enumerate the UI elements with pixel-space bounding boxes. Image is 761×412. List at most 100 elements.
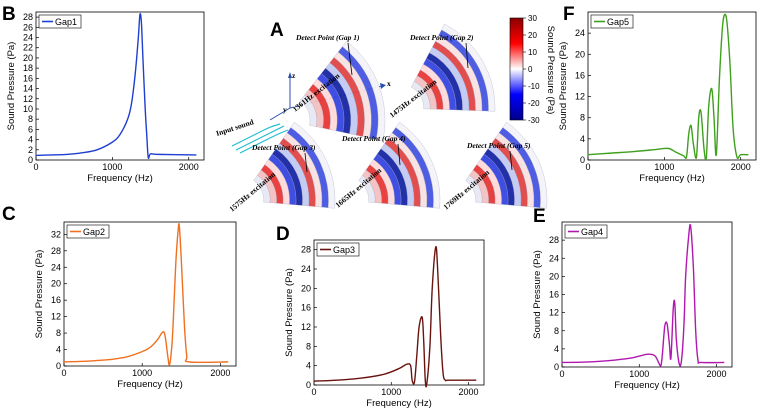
- colorbar-tick-label: 20: [528, 31, 537, 40]
- cone-gap4: [358, 121, 441, 209]
- x-axis-label: Frequency (Hz): [117, 379, 182, 390]
- colorbar-label: Sound Pressure (Pa): [545, 26, 556, 115]
- x-tick-label: 2000: [210, 368, 230, 378]
- cone-gap5: [465, 121, 548, 209]
- panel-letter-E: E: [533, 206, 546, 227]
- y-tick-label: 24: [23, 33, 33, 43]
- cone-gap1: [300, 40, 386, 141]
- y-tick-label: 26: [23, 22, 33, 32]
- x-tick-label: 1000: [132, 368, 152, 378]
- axis-z-label: z: [292, 71, 296, 80]
- y-axis-label: Sound Pressure (Pa): [532, 250, 543, 339]
- acoustic-cones: [253, 23, 548, 209]
- input-sound-label: Input sound: [215, 117, 256, 138]
- chart-D: 0 1000 2000 0 4 8 12 16 20 24 28 Frequency (Hz) Soun…: [284, 239, 485, 409]
- y-tick-label: 24: [51, 262, 61, 272]
- x-tick-label: 0: [311, 387, 316, 397]
- y-tick-label: 28: [301, 245, 311, 255]
- panel-letter-D: D: [276, 224, 290, 245]
- y-tick-label: 8: [554, 326, 559, 336]
- series-line-Gap1: [35, 12, 197, 160]
- colorbar-tick-label: 10: [528, 48, 537, 57]
- y-tick-label: 28: [549, 235, 559, 245]
- legend-box: [66, 224, 110, 239]
- series-line-Gap5: [587, 13, 749, 161]
- legend-box: [38, 14, 82, 29]
- y-tick-label: 4: [56, 345, 61, 355]
- y-tick-label: 20: [549, 271, 559, 281]
- series-line-Gap2: [63, 222, 229, 366]
- panel-letter-F: F: [563, 4, 575, 25]
- legend-label: Gap2: [83, 227, 105, 237]
- y-axis-label: Sound Pressure (Pa): [34, 250, 45, 339]
- x-axis-label: Frequency (Hz): [614, 380, 679, 391]
- colorbar: 30 20 10 0 -10 -20 -30 Sound Pressure (Pa): [509, 14, 556, 125]
- y-tick-label: 24: [575, 28, 585, 38]
- axis-x-label: x: [387, 79, 391, 88]
- y-tick-label: 12: [51, 312, 61, 322]
- y-tick-label: 14: [23, 84, 33, 94]
- y-tick-label: 12: [549, 308, 559, 318]
- detect-label-gap2: Detect Point (Gap 2): [409, 33, 474, 42]
- y-tick-label: 4: [306, 361, 311, 371]
- y-tick-label: 20: [23, 53, 33, 63]
- plot-frame: [63, 221, 237, 367]
- y-tick-label: 8: [580, 113, 585, 123]
- colorbar-tick-label: 30: [528, 14, 537, 23]
- y-tick-label: 28: [51, 246, 61, 256]
- x-tick-label: 0: [559, 369, 564, 379]
- legend-label: Gap5: [607, 17, 629, 27]
- y-tick-label: 24: [549, 253, 559, 263]
- axis-y-label: y: [283, 105, 287, 114]
- y-tick-label: 18: [23, 63, 33, 73]
- colorbar-gradient: [509, 17, 524, 121]
- x-tick-label: 0: [61, 368, 66, 378]
- y-tick-label: 4: [28, 135, 33, 145]
- y-tick-label: 20: [301, 283, 311, 293]
- y-tick-label: 16: [301, 303, 311, 313]
- cone-gap3: [253, 121, 336, 209]
- detect-label-gap1: Detect Point (Gap 1): [295, 33, 360, 42]
- x-tick-label: 0: [33, 162, 38, 172]
- legend-label: Gap3: [333, 245, 355, 255]
- legend-label: Gap4: [581, 227, 603, 237]
- y-tick-label: 20: [51, 279, 61, 289]
- x-axis-label: Frequency (Hz): [639, 173, 704, 184]
- y-tick-label: 12: [575, 92, 585, 102]
- cone-band: [395, 121, 441, 209]
- legend: Gap5: [590, 14, 634, 29]
- legend-box: [316, 242, 360, 257]
- colorbar-tick-label: -30: [528, 116, 540, 125]
- colorbar-tick-label: 0: [528, 65, 533, 74]
- y-axis-label: Sound Pressure (Pa): [284, 268, 295, 357]
- panel-A-diagram: A z x y Input sound Detect Point (Gap 1)…: [215, 14, 556, 214]
- legend: Gap3: [316, 242, 360, 257]
- legend: Gap4: [564, 224, 608, 239]
- y-tick-label: 8: [28, 114, 33, 124]
- x-tick-label: 1000: [102, 162, 122, 172]
- y-tick-label: 16: [51, 295, 61, 305]
- plot-frame: [313, 239, 485, 386]
- y-tick-label: 32: [51, 229, 61, 239]
- y-tick-label: 8: [56, 328, 61, 338]
- y-tick-label: 12: [23, 94, 33, 104]
- y-tick-label: 28: [23, 12, 33, 22]
- y-tick-label: 0: [580, 155, 585, 165]
- x-tick-label: 1000: [629, 369, 649, 379]
- detect-label-gap3: Detect Point (Gap 3): [251, 143, 316, 152]
- chart-E: 0 1000 2000 0 4 8 12 16 20 24 28 Frequency (Hz) Soun…: [532, 221, 733, 391]
- y-tick-label: 24: [301, 264, 311, 274]
- y-tick-label: 16: [549, 290, 559, 300]
- chart-F: 0 1000 2000 0 4 8 12 16 20 24 Frequency (Hz) Sound …: [558, 11, 757, 184]
- y-tick-label: 22: [23, 43, 33, 53]
- x-axis-label: Frequency (Hz): [366, 398, 431, 409]
- cone-band: [502, 121, 548, 209]
- y-tick-label: 16: [23, 73, 33, 83]
- colorbar-tick-label: -10: [528, 82, 540, 91]
- detect-label-gap4: Detect Point (Gap 4): [341, 134, 406, 143]
- cone-gap2: [410, 23, 496, 112]
- y-tick-label: 0: [56, 361, 61, 371]
- plot-frame: [561, 221, 733, 368]
- y-tick-label: 2: [28, 145, 33, 155]
- chart-C: 0 1000 2000 0 4 8 12 16 20 24 28 32 Frequency (Hz) So…: [34, 221, 237, 390]
